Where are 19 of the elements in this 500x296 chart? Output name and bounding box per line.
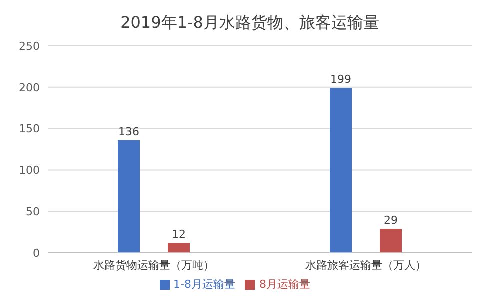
- y-tick-label: 250: [19, 40, 40, 53]
- data-label: 199: [330, 73, 352, 86]
- y-tick-label: 100: [19, 164, 40, 178]
- y-tick-label: 150: [19, 122, 40, 136]
- legend-label: 1-8月运输量: [174, 278, 236, 291]
- y-tick-label: 0: [33, 246, 40, 260]
- x-tick-label: 水路货物运输量（万吨）: [94, 258, 214, 272]
- bar: [330, 88, 352, 253]
- bar: [168, 243, 190, 253]
- y-tick-label: 50: [26, 206, 40, 219]
- chart-title: 2019年1-8月水路货物、旅客运输量: [120, 12, 380, 34]
- x-tick-label: 水路旅客运输量（万人）: [306, 258, 426, 272]
- data-label: 136: [118, 125, 140, 138]
- data-label: 12: [172, 228, 186, 242]
- bar: [380, 228, 402, 253]
- bar: [118, 140, 140, 253]
- y-tick-label: 200: [19, 81, 40, 94]
- data-label: 29: [384, 214, 398, 227]
- legend-label: 8月运输量: [259, 278, 310, 291]
